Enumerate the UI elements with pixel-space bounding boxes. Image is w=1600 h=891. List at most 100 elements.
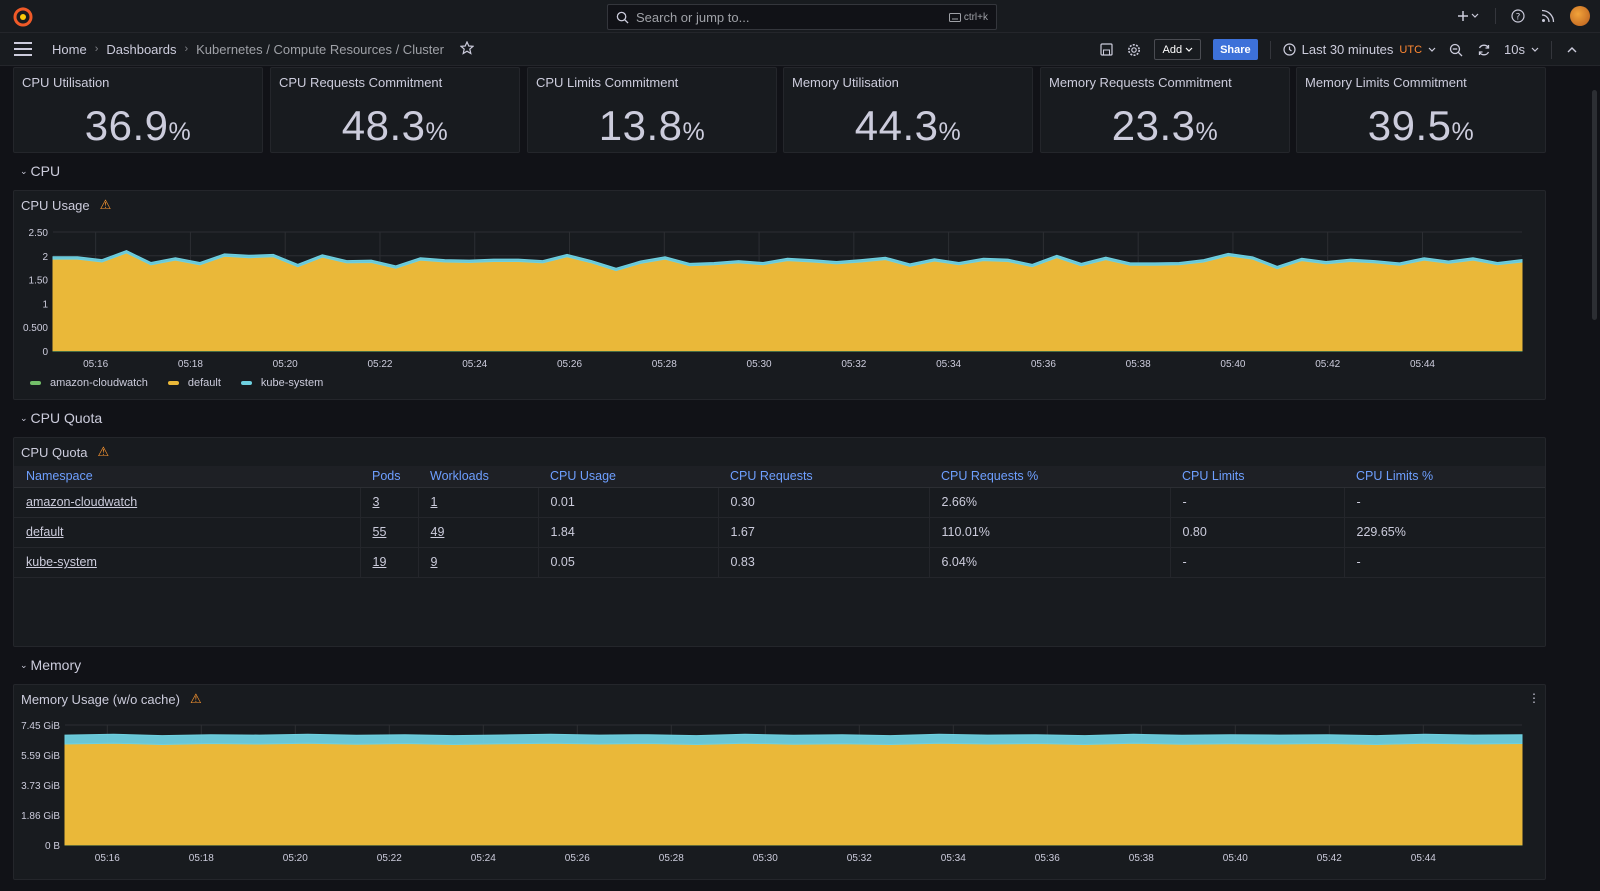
panel-menu-icon[interactable]: ⋮ <box>1528 691 1540 705</box>
zoom-out-icon[interactable] <box>1448 42 1464 58</box>
y-tick-label: 1.86 GiB <box>21 811 60 822</box>
search-placeholder: Search or jump to... <box>636 9 750 25</box>
stat-value: 23.3% <box>1111 102 1219 149</box>
row-cpu[interactable]: ⌄ CPU <box>20 163 61 179</box>
pods-link[interactable]: 55 <box>372 525 387 539</box>
stat-memory-limits-commitment[interactable]: Memory Limits Commitment 39.5% <box>1296 67 1546 153</box>
chevron-right-icon: › <box>94 43 99 55</box>
workloads-link[interactable]: 49 <box>430 525 445 539</box>
page-scrollbar[interactable] <box>1592 90 1597 320</box>
cpu-usage-chart[interactable]: 0 0.500 1 1.50 2 2.50 05:16 05:18 05:20 05:22 05:2… <box>14 219 1545 399</box>
table-cell: 0.83 <box>718 547 930 578</box>
table-header-row: Namespace Pods Workloads CPU Usage CPU R… <box>14 466 1545 488</box>
x-tick-label: 05:20 <box>273 359 298 370</box>
workloads-link[interactable]: 9 <box>430 555 438 569</box>
warning-icon[interactable]: ⚠ <box>97 444 110 459</box>
refresh-interval-picker[interactable]: 10s <box>1504 42 1539 57</box>
workloads-link[interactable]: 1 <box>430 495 438 509</box>
star-icon[interactable] <box>459 40 475 58</box>
memory-usage-chart[interactable]: 0 B 1.86 GiB 3.73 GiB 5.59 GiB 7.45 GiB 05:16… <box>14 713 1545 878</box>
breadcrumb-home[interactable]: Home <box>52 41 87 57</box>
legend-item-amazon-cloudwatch[interactable]: amazon-cloudwatch <box>30 377 148 389</box>
column-header-cpu-limits[interactable]: CPU Limits <box>1170 466 1344 488</box>
refresh-icon[interactable] <box>1476 42 1492 58</box>
column-header-cpu-requests[interactable]: CPU Requests <box>718 466 929 488</box>
help-icon[interactable]: ? <box>1510 8 1526 24</box>
add-button[interactable]: Add <box>1154 39 1202 60</box>
top-right-actions: ? <box>1455 6 1590 26</box>
x-tick-label: 05:36 <box>1031 359 1056 370</box>
legend-item-kube-system[interactable]: kube-system <box>240 377 323 389</box>
grafana-logo-icon[interactable] <box>12 6 34 28</box>
column-header-cpu-requests-pct[interactable]: CPU Requests % <box>929 466 1170 488</box>
panel-cpu-quota: CPU Quota ⚠ Namespace Pods Workloads CPU… <box>13 437 1546 647</box>
x-tick-label: 05:32 <box>847 853 872 864</box>
panel-title: CPU Quota ⚠ <box>21 444 110 460</box>
y-tick-label: 2 <box>42 252 48 263</box>
panel-memory-usage: Memory Usage (w/o cache) ⚠ ⋮ 0 B 1.86 GiB… <box>13 684 1546 880</box>
x-tick-label: 05:16 <box>95 853 120 864</box>
column-header-cpu-limits-pct[interactable]: CPU Limits % <box>1344 466 1545 488</box>
x-tick-label: 05:24 <box>471 853 496 864</box>
save-icon[interactable] <box>1098 42 1114 58</box>
x-tick-label: 05:16 <box>83 359 108 370</box>
namespace-link[interactable]: amazon-cloudwatch <box>26 495 138 509</box>
column-header-namespace[interactable]: Namespace <box>14 466 360 488</box>
warning-icon[interactable]: ⚠ <box>189 691 202 706</box>
top-bar: Search or jump to... ctrl+k ? <box>0 0 1600 33</box>
breadcrumb-dashboards[interactable]: Dashboards <box>106 41 177 57</box>
collapse-chevron-up-icon[interactable] <box>1564 42 1580 58</box>
row-memory[interactable]: ⌄ Memory <box>20 657 82 673</box>
legend-item-default[interactable]: default <box>167 377 221 389</box>
x-tick-label: 05:24 <box>462 359 487 370</box>
dashboard-nav-bar: Home › Dashboards › Kubernetes / Compute… <box>0 33 1600 66</box>
menu-icon[interactable] <box>14 42 32 56</box>
table-cell: 2.66% <box>929 487 1171 518</box>
pods-link[interactable]: 3 <box>372 495 380 509</box>
table-cell: - <box>1170 487 1345 518</box>
x-tick-label: 05:30 <box>747 359 772 370</box>
y-tick-label: 7.45 GiB <box>21 721 60 732</box>
stat-cpu-requests-commitment[interactable]: CPU Requests Commitment 48.3% <box>270 67 520 153</box>
table-cell: 1.84 <box>538 517 719 548</box>
x-tick-label: 05:38 <box>1126 359 1151 370</box>
user-avatar[interactable] <box>1570 6 1590 26</box>
y-tick-label: 0 B <box>45 841 60 852</box>
search-icon <box>616 11 629 24</box>
table-cell: 229.65% <box>1344 517 1545 548</box>
x-tick-label: 05:38 <box>1129 853 1154 864</box>
y-tick-label: 0.500 <box>23 323 48 334</box>
table-cell: 0.01 <box>538 487 719 518</box>
x-tick-label: 05:28 <box>652 359 677 370</box>
gear-icon[interactable] <box>1126 42 1142 58</box>
time-range-picker[interactable]: Last 30 minutes UTC <box>1283 42 1436 57</box>
stat-cpu-utilisation[interactable]: CPU Utilisation 36.9% <box>13 67 263 153</box>
namespace-link[interactable]: default <box>26 525 64 539</box>
stat-value: 44.3% <box>854 102 962 149</box>
svg-text:?: ? <box>1516 13 1521 23</box>
x-tick-label: 05:26 <box>565 853 590 864</box>
stat-memory-utilisation[interactable]: Memory Utilisation 44.3% <box>783 67 1033 153</box>
stat-value: 13.8% <box>598 102 706 149</box>
warning-icon[interactable]: ⚠ <box>99 197 112 212</box>
news-feed-icon[interactable] <box>1540 8 1556 24</box>
stat-memory-requests-commitment[interactable]: Memory Requests Commitment 23.3% <box>1040 67 1290 153</box>
share-button[interactable]: Share <box>1213 39 1258 60</box>
row-cpu-quota[interactable]: ⌄ CPU Quota <box>20 410 103 426</box>
column-header-workloads[interactable]: Workloads <box>418 466 538 488</box>
pods-link[interactable]: 19 <box>372 555 387 569</box>
stat-value: 48.3% <box>341 102 449 149</box>
panel-cpu-usage: CPU Usage ⚠ 0 0.500 1 1.50 2 2.50 05:16 05:18 05… <box>13 190 1546 400</box>
x-tick-label: 05:42 <box>1317 853 1342 864</box>
column-header-cpu-usage[interactable]: CPU Usage <box>538 466 718 488</box>
search-input[interactable]: Search or jump to... ctrl+k <box>607 4 997 30</box>
table-cell: - <box>1170 547 1345 578</box>
stat-cpu-limits-commitment[interactable]: CPU Limits Commitment 13.8% <box>527 67 777 153</box>
chevron-down-icon: ⌄ <box>20 165 28 176</box>
column-header-pods[interactable]: Pods <box>360 466 418 488</box>
y-tick-label: 0 <box>42 347 48 358</box>
namespace-link[interactable]: kube-system <box>26 555 97 569</box>
new-plus-icon[interactable] <box>1455 8 1481 24</box>
table-cell: 0.05 <box>538 547 719 578</box>
chevron-down-icon: ⌄ <box>20 659 28 670</box>
